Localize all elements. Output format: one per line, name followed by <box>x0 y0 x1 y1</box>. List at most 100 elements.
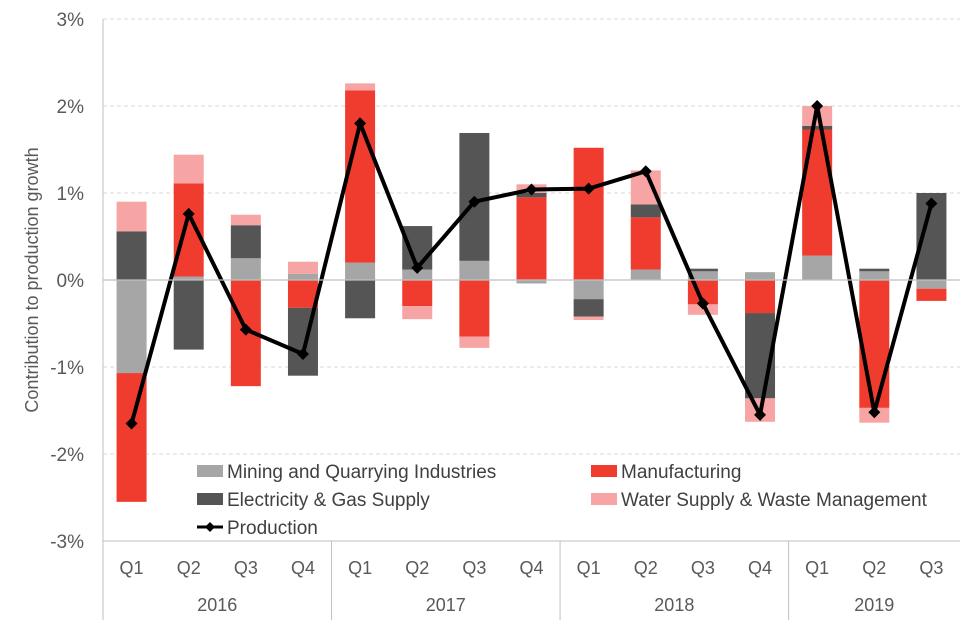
bar-segment <box>687 268 718 272</box>
bar-segment <box>173 280 204 350</box>
bar-segment <box>173 183 204 277</box>
bar-segment <box>916 288 947 301</box>
x-tick-label: Q2 <box>862 558 886 578</box>
production-marker <box>582 182 595 195</box>
axes: -3% -2% -1% 0% 1% 2% 3% Q1 Q2 Q3 Q4 Q1 Q2 Q3 Q4 Q1 Q2 Q3 Q… <box>50 10 960 620</box>
x-tick-label: Q2 <box>634 558 658 578</box>
bar-segment <box>745 272 776 280</box>
bar-segment <box>802 255 833 280</box>
production-marker <box>868 406 881 419</box>
bar-segment <box>573 147 604 280</box>
bar-segment <box>116 373 147 502</box>
year-label: 2019 <box>854 595 894 615</box>
bar-segment <box>116 201 147 232</box>
legend-label: Manufacturing <box>621 462 741 483</box>
y-tick-label: 3% <box>57 10 85 31</box>
legend: Mining and Quarrying Industries Manufactu… <box>197 462 928 539</box>
legend-label: Production <box>227 518 318 539</box>
bar-segment <box>459 260 490 280</box>
bar-segment <box>859 271 890 280</box>
x-tick-label: Q2 <box>177 558 201 578</box>
bar-segment <box>287 273 318 280</box>
production-marker <box>354 117 367 130</box>
bar-segment <box>687 271 718 280</box>
bar-segment <box>630 204 661 218</box>
bar-segment <box>459 280 490 337</box>
x-tick-label: Q4 <box>519 558 543 578</box>
legend-swatch <box>591 465 617 477</box>
production-marker <box>925 197 938 210</box>
x-tick-label: Q1 <box>577 558 601 578</box>
legend-line-marker <box>205 522 215 532</box>
bar-segment <box>402 306 433 320</box>
year-label: 2018 <box>654 595 694 615</box>
y-axis-label: Contribution to production growth <box>22 147 42 412</box>
bar-segment <box>287 261 318 274</box>
legend-label: Electricity & Gas Supply <box>227 490 430 511</box>
y-tick-label: -2% <box>50 445 84 466</box>
x-tick-label: Q4 <box>291 558 315 578</box>
production-marker <box>639 165 652 178</box>
bar-segment <box>687 304 718 315</box>
x-tick-label: Q1 <box>120 558 144 578</box>
legend-swatch <box>197 493 223 505</box>
production-marker <box>468 195 481 208</box>
production-marker <box>411 261 424 274</box>
stacked-bars <box>116 83 947 502</box>
y-tick-label: -3% <box>50 532 84 553</box>
bar-segment <box>516 197 547 280</box>
bar-segment <box>230 225 261 259</box>
production-marker <box>525 183 538 196</box>
bar-segment <box>287 280 318 308</box>
x-tick-label: Q2 <box>405 558 429 578</box>
bar-segment <box>402 269 433 280</box>
y-tick-label: -1% <box>50 358 84 379</box>
production-marker <box>811 100 824 112</box>
bar-segment <box>230 258 261 280</box>
production-marker <box>754 408 767 421</box>
bar-segment <box>345 90 376 263</box>
y-tick-label: 0% <box>57 271 85 292</box>
bar-segment <box>630 269 661 280</box>
legend-label: Mining and Quarrying Industries <box>227 462 496 483</box>
bar-segment <box>173 276 204 280</box>
x-tick-label: Q3 <box>691 558 715 578</box>
bar-segment <box>116 280 147 374</box>
legend-label: Water Supply & Waste Management <box>621 490 928 511</box>
x-tick-label: Q3 <box>462 558 486 578</box>
bar-segment <box>573 299 604 317</box>
x-tick-label: Q3 <box>234 558 258 578</box>
production-marker <box>296 347 309 360</box>
x-tick-label: Q4 <box>748 558 772 578</box>
legend-swatch <box>591 493 617 505</box>
bar-segment <box>916 280 947 289</box>
bar-segment <box>345 83 376 91</box>
bar-segment <box>345 280 376 319</box>
bar-segment <box>516 280 547 284</box>
production-marker <box>696 297 709 310</box>
bar-segment <box>173 154 204 184</box>
bar-segment <box>630 217 661 270</box>
bar-segment <box>745 280 776 314</box>
legend-swatch <box>197 465 223 477</box>
x-tick-label: Q3 <box>919 558 943 578</box>
bar-segment <box>573 316 604 321</box>
x-tick-label: Q1 <box>348 558 372 578</box>
bar-segment <box>802 129 833 256</box>
year-label: 2017 <box>426 595 466 615</box>
bar-segment <box>345 262 376 280</box>
bar-segment <box>859 268 890 272</box>
bar-segment <box>230 214 261 226</box>
bar-segment <box>859 280 890 408</box>
bar-segment <box>802 126 833 130</box>
bar-segment <box>573 280 604 300</box>
year-label: 2016 <box>197 595 237 615</box>
bar-segment <box>459 336 490 348</box>
y-tick-label: 2% <box>57 97 85 118</box>
bar-segment <box>116 231 147 280</box>
production-line <box>125 100 938 430</box>
production-marker <box>182 207 195 220</box>
production-marker <box>239 323 252 336</box>
y-tick-label: 1% <box>57 184 85 205</box>
